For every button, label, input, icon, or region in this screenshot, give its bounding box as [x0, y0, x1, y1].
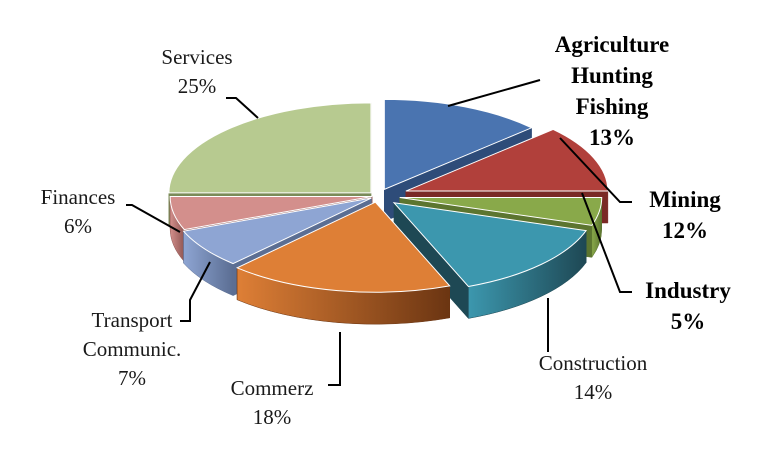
- pie-slices: [168, 98, 609, 325]
- slice-label-line: Construction: [539, 351, 648, 375]
- slice-label-line: Services: [161, 45, 232, 69]
- slice-label-line: 5%: [671, 309, 706, 334]
- leader-line-2: [581, 192, 632, 293]
- leader-lines: [126, 79, 632, 386]
- pie-slice-construction: [392, 202, 588, 287]
- leader-line-4: [328, 332, 341, 386]
- slice-label-line: Fishing: [576, 94, 649, 119]
- slice-label-agriculture-hunting-fishing: Agriculture Hunting Fishing 13%: [555, 32, 670, 150]
- slice-label-line: Mining: [649, 187, 721, 212]
- slice-label-line: 14%: [574, 380, 613, 404]
- slice-label-construction: Construction 14%: [539, 351, 648, 404]
- pie-slice-industry: [399, 197, 603, 226]
- pie-slice-agriculture-hunting-fishing: [383, 98, 533, 191]
- leader-line-6: [126, 204, 181, 233]
- slice-label-industry: Industry 5%: [645, 278, 731, 334]
- leader-line-0: [447, 79, 541, 107]
- slice-label-finances: Finances 6%: [41, 185, 116, 238]
- slice-label-mining: Mining 12%: [649, 187, 721, 243]
- slice-labels: Agriculture Hunting Fishing 13% Mining 12% Ind…: [41, 32, 732, 429]
- slice-label-line: Commerz: [231, 376, 314, 400]
- slice-label-line: Agriculture: [555, 32, 670, 57]
- slice-label-transport-communic-: Transport Communic. 7%: [83, 308, 182, 390]
- pie-slice-services: [168, 102, 372, 194]
- leader-line-5: [180, 261, 211, 322]
- slice-label-line: 13%: [589, 125, 635, 150]
- slice-label-commerz: Commerz 18%: [231, 376, 314, 429]
- slice-label-line: Finances: [41, 185, 116, 209]
- slice-label-line: Communic.: [83, 337, 182, 361]
- slice-label-line: Hunting: [571, 63, 653, 88]
- slice-label-line: 18%: [253, 405, 292, 429]
- pie-slice-mining: [405, 128, 609, 192]
- pie-slice-commerz: [235, 201, 451, 293]
- slice-label-line: 25%: [178, 74, 217, 98]
- slice-label-services: Services 25%: [161, 45, 232, 98]
- slice-label-line: Transport: [92, 308, 173, 332]
- leader-line-7: [226, 97, 259, 119]
- slice-label-line: 12%: [662, 218, 708, 243]
- slice-label-line: 6%: [64, 214, 92, 238]
- pie-slice-finances: [169, 196, 373, 231]
- leader-line-1: [559, 137, 632, 203]
- slice-label-line: 7%: [118, 366, 146, 390]
- pie-slice-transport-communic-: [182, 197, 372, 265]
- slice-label-line: Industry: [645, 278, 731, 303]
